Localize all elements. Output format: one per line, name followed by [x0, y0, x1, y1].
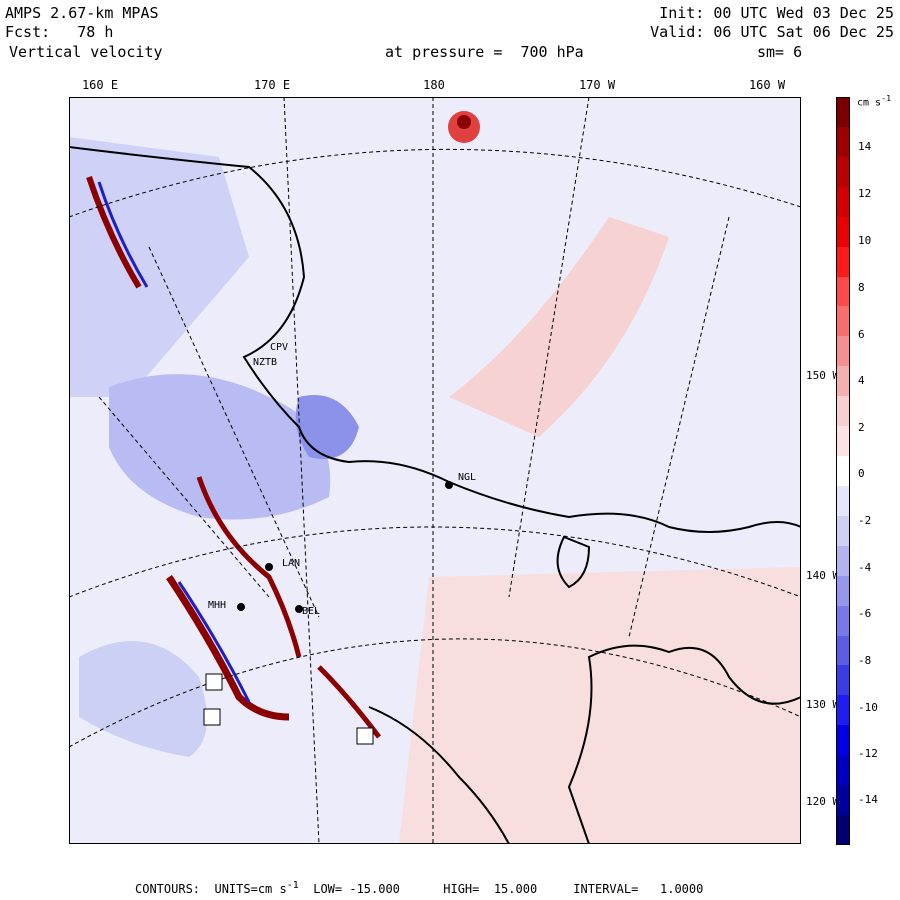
lat-label-140w: 140 W: [806, 569, 840, 582]
colorbar-cell: [836, 336, 850, 367]
colorbar-units: cm s-1: [857, 93, 892, 109]
colorbar-cell: [836, 456, 850, 487]
lon-label-180: 180: [423, 78, 445, 92]
smoothing-label: sm= 6: [757, 43, 803, 61]
colorbar-cell: [836, 575, 850, 607]
colorbar-cell: [836, 515, 850, 547]
colorbar-tick-label: -10: [858, 701, 878, 714]
vertical-velocity-map: [69, 97, 801, 844]
colorbar-tick-label: 12: [858, 187, 872, 200]
colorbar-tick-label: 14: [858, 140, 872, 153]
colorbar-cell: [836, 426, 850, 457]
station-label-cpv: CPV: [270, 342, 289, 353]
colorbar-tick-label: -4: [858, 561, 872, 574]
colorbar-cell: [836, 366, 850, 397]
lat-label-150w: 150 W: [806, 369, 840, 382]
colorbar-tick-label: 0: [858, 467, 865, 480]
colorbar-cell: [836, 396, 850, 427]
lon-label-160e: 160 E: [81, 78, 119, 92]
lon-label-170e: 170 E: [253, 78, 291, 92]
island-outline: [556, 535, 591, 589]
colorbar-cell: [836, 186, 850, 218]
colorbar-cell: [836, 126, 850, 158]
weak-updraft-region: [399, 567, 801, 844]
colorbar-tick-label: -6: [858, 607, 872, 620]
north-mountain-band: [86, 176, 142, 289]
colorbar-cell: [836, 545, 850, 577]
lon-label-170w: 170 W: [578, 78, 616, 92]
station-square-1: [205, 673, 223, 691]
colorbar-tick-label: -2: [858, 514, 872, 527]
colorbar-cell: [836, 635, 850, 666]
colorbar-cell: [836, 276, 850, 307]
downdraft-northwest: [69, 137, 249, 397]
colorbar-cell: [836, 156, 850, 188]
lat-label-120w: 120 W: [806, 795, 840, 808]
station-label-ngl: NGL: [458, 472, 477, 483]
colorbar-tick-label: 2: [858, 421, 865, 434]
coastline: [69, 146, 801, 533]
mountain-wave-band: [166, 575, 290, 721]
colorbar-tick-label: -12: [858, 747, 878, 760]
station-label-mhh: MHH: [208, 600, 227, 611]
colorbar-cell: [836, 785, 850, 816]
pressure-level: at pressure = 700 hPa: [385, 43, 584, 61]
station-lan-marker: [265, 563, 273, 571]
colorbar-tick-label: -14: [858, 793, 878, 806]
mountain-wave-downdraft: [177, 581, 251, 703]
colorbar-cell: [836, 755, 850, 786]
colorbar-cell: [836, 695, 850, 726]
valid-time: Valid: 06 UTC Sat 06 Dec 25: [650, 23, 894, 41]
contour-info: CONTOURS: UNITS=cm s-1 LOW= -15.000 HIGH…: [135, 880, 704, 896]
init-time: Init: 00 UTC Wed 03 Dec 25: [659, 4, 894, 22]
colorbar-cell: [836, 665, 850, 696]
station-label-bel: BEL: [302, 606, 321, 617]
map-frame: [69, 97, 801, 844]
colorbar-tick-label: 10: [858, 234, 872, 247]
station-label-nztb: NZTB: [253, 357, 278, 368]
colorbar-frame: [836, 97, 850, 845]
colorbar-cell: [836, 246, 850, 277]
colorbar-tick-label: 6: [858, 328, 865, 341]
updraft-band-north: [449, 217, 669, 437]
model-title: AMPS 2.67-km MPAS: [5, 4, 159, 22]
colorbar-cell: [836, 725, 850, 756]
downdraft-southwest: [79, 641, 207, 757]
colorbar-tick-label: -8: [858, 654, 872, 667]
colorbar-cell: [836, 605, 850, 637]
field-name: Vertical velocity: [9, 43, 163, 61]
lon-label-160w: 160 W: [748, 78, 786, 92]
colorbar-cell: [836, 216, 850, 248]
colorbar-tick-label: 4: [858, 374, 865, 387]
parallel-north: [69, 148, 801, 218]
colorbar-cell: [836, 97, 850, 128]
forecast-hour: Fcst: 78 h: [5, 23, 114, 41]
colorbar-cell: [836, 306, 850, 337]
parallel-mid: [69, 526, 801, 598]
colorbar-cell: [836, 485, 850, 517]
station-label-lan: LAN: [282, 558, 301, 569]
downdraft-core: [295, 395, 359, 459]
lat-label-130w: 130 W: [806, 698, 840, 711]
downdraft-central-west: [109, 374, 331, 520]
colorbar-cell: [836, 815, 850, 846]
colorbar-tick-label: 8: [858, 281, 865, 294]
station-ngl-marker: [445, 481, 453, 489]
